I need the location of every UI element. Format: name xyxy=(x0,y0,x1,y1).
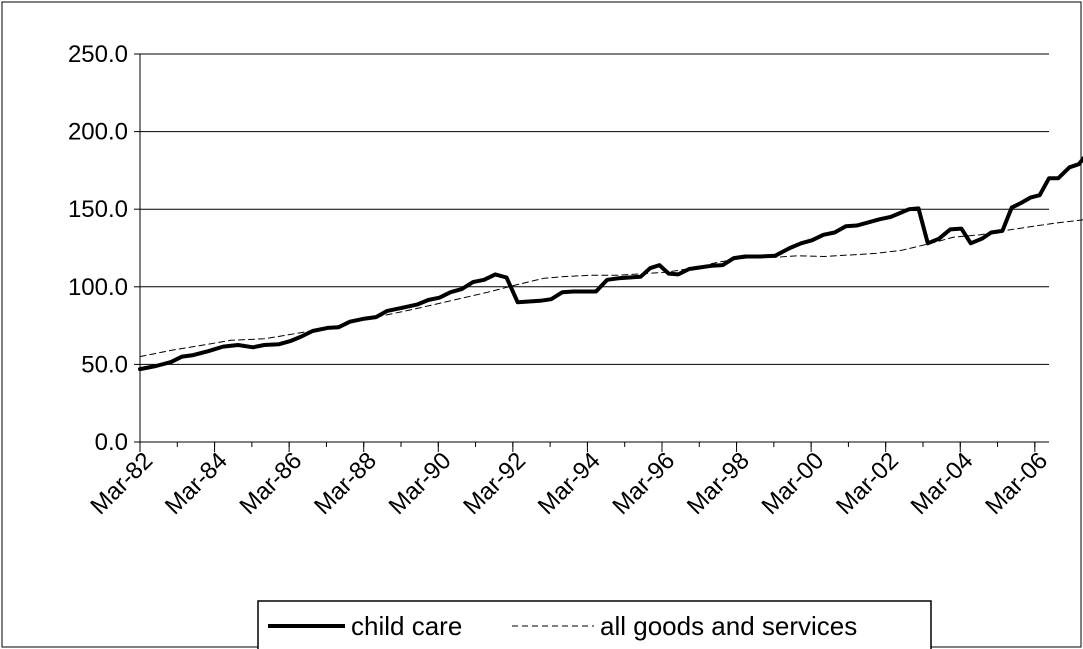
series-line-child-care xyxy=(138,155,1083,372)
y-tick-label-2: 100.0 xyxy=(68,274,128,301)
grid-lines xyxy=(140,53,1049,365)
legend: child care all goods and services xyxy=(257,600,932,649)
y-tick-label-3: 150.0 xyxy=(68,196,128,223)
y-tick-label-5: 250.0 xyxy=(68,41,128,68)
legend-all-goods-label: all goods and services xyxy=(600,611,857,641)
y-tick-label-4: 200.0 xyxy=(68,119,128,146)
y-tick-label-0: 0.0 xyxy=(95,429,128,456)
y-axis-tick-labels: 0.0 50.0 100.0 150.0 200.0 250.0 xyxy=(68,41,128,456)
series-line-all-goods-and-services xyxy=(139,219,1083,358)
axes xyxy=(134,53,1049,452)
legend-child-care-label: child care xyxy=(351,611,462,641)
legend-box xyxy=(257,600,932,649)
y-tick-label-1: 50.0 xyxy=(81,351,128,378)
series-lines xyxy=(138,155,1083,372)
